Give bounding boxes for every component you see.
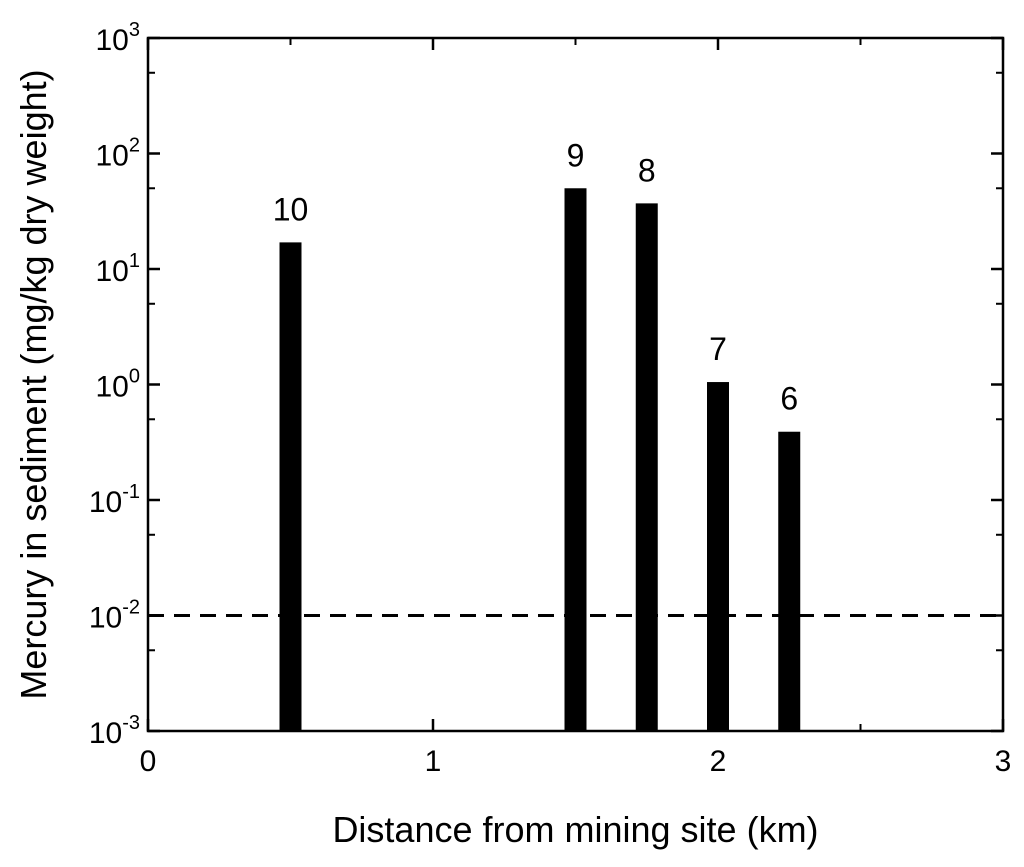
y-tick-label: 103: [96, 19, 141, 57]
x-tick-label: 1: [425, 745, 442, 778]
bar: [778, 431, 801, 731]
y-axis-title: Mercury in sediment (mg/kg dry weight): [13, 69, 54, 699]
bar-label: 10: [273, 191, 309, 227]
y-tick-label: 10-3: [89, 712, 140, 750]
bar-label: 8: [638, 152, 656, 188]
bar-label: 6: [780, 381, 798, 417]
bar: [279, 242, 302, 731]
bar: [564, 188, 587, 731]
y-tick-label: 100: [96, 366, 141, 404]
y-tick-label: 101: [96, 250, 141, 288]
bar-label: 9: [567, 137, 585, 173]
x-axis-title: Distance from mining site (km): [332, 809, 818, 850]
bar: [635, 203, 658, 732]
bars: [279, 188, 801, 732]
y-tick-label: 10-2: [89, 597, 140, 635]
y-tick-label: 10-1: [89, 481, 140, 519]
x-tick-label: 3: [995, 745, 1012, 778]
ticks: 0 1 2 3 10-3 10-2 10-1 100 101 102 103: [89, 19, 1012, 778]
bar: [707, 382, 729, 731]
x-tick-label: 0: [140, 745, 157, 778]
y-tick-label: 102: [96, 135, 141, 173]
x-tick-label: 2: [710, 745, 727, 778]
bar-labels: 10 9 8 7 6: [273, 137, 798, 416]
bar-label: 7: [709, 331, 727, 367]
